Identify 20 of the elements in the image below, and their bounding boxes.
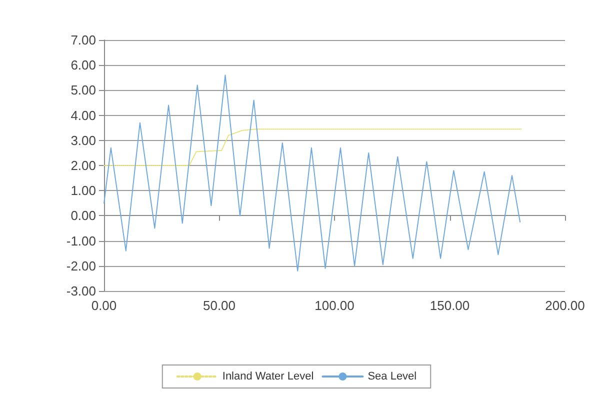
y-tick-label: 7.00 <box>70 32 96 48</box>
x-tick-label: 50.00 <box>202 298 236 313</box>
legend-label: Inland Water Level <box>222 370 314 382</box>
line-series <box>104 128 522 166</box>
y-tick-label: 1.00 <box>70 183 96 198</box>
line-series <box>104 74 521 272</box>
y-tick-label: 3.00 <box>70 132 96 148</box>
y-tick-label: 4.00 <box>70 108 96 123</box>
y-tick-label: 0.00 <box>70 208 96 224</box>
y-tick-label: 6.00 <box>70 58 96 73</box>
y-tick-label: -2.00 <box>66 258 96 274</box>
x-tick-label: 0.00 <box>91 298 117 313</box>
y-tick-label: -3.00 <box>66 284 96 298</box>
x-tick-label: 150.00 <box>430 298 470 313</box>
y-tick-label: 2.00 <box>70 158 96 173</box>
x-tick-label: 100.00 <box>314 298 354 313</box>
y-tick-label: -1.00 <box>66 233 96 248</box>
y-tick-label: 5.00 <box>70 82 96 98</box>
x-tick-label: 200.00 <box>545 298 585 313</box>
legend-label: Sea Level <box>368 370 417 382</box>
